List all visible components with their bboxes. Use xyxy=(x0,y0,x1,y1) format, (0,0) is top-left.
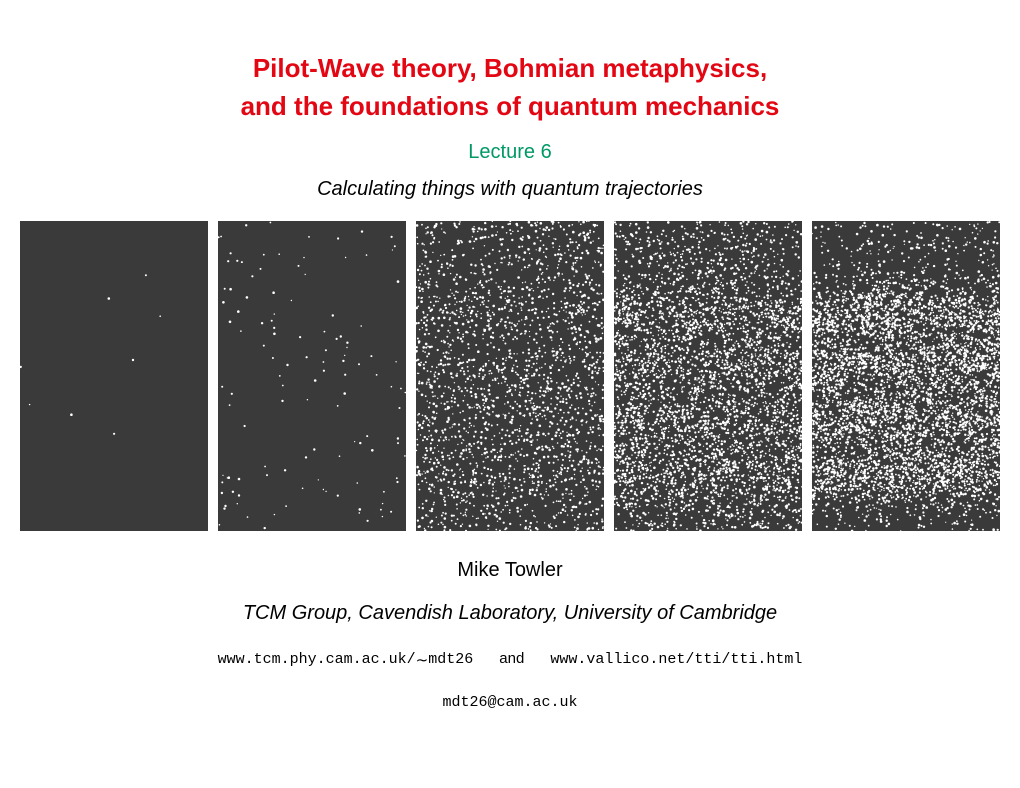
lecture-subtitle: Calculating things with quantum trajecto… xyxy=(0,178,1020,201)
panel-3 xyxy=(416,221,604,531)
author-name: Mike Towler xyxy=(0,559,1020,582)
panel-1 xyxy=(20,221,208,531)
slide-title: Pilot-Wave theory, Bohmian metaphysics, … xyxy=(0,50,1020,125)
figure-panels xyxy=(0,221,1020,531)
url-1-suffix: mdt26 xyxy=(428,651,473,668)
url-1-prefix: www.tcm.phy.cam.ac.uk/ xyxy=(218,651,416,668)
panel-5 xyxy=(812,221,1000,531)
lecture-number: Lecture 6 xyxy=(0,141,1020,164)
and-label: and xyxy=(499,650,524,667)
email: mdt26@cam.ac.uk xyxy=(0,694,1020,711)
title-line-1: Pilot-Wave theory, Bohmian metaphysics, xyxy=(253,53,767,83)
affiliation: TCM Group, Cavendish Laboratory, Univers… xyxy=(0,602,1020,625)
tilde-icon: ∼ xyxy=(416,652,429,669)
url-line: www.tcm.phy.cam.ac.uk/∼mdt26 and www.val… xyxy=(0,649,1020,668)
panel-4 xyxy=(614,221,802,531)
url-2: www.vallico.net/tti/tti.html xyxy=(550,651,802,668)
slide-page: Pilot-Wave theory, Bohmian metaphysics, … xyxy=(0,0,1020,788)
title-line-2: and the foundations of quantum mechanics xyxy=(241,91,780,121)
panel-2 xyxy=(218,221,406,531)
